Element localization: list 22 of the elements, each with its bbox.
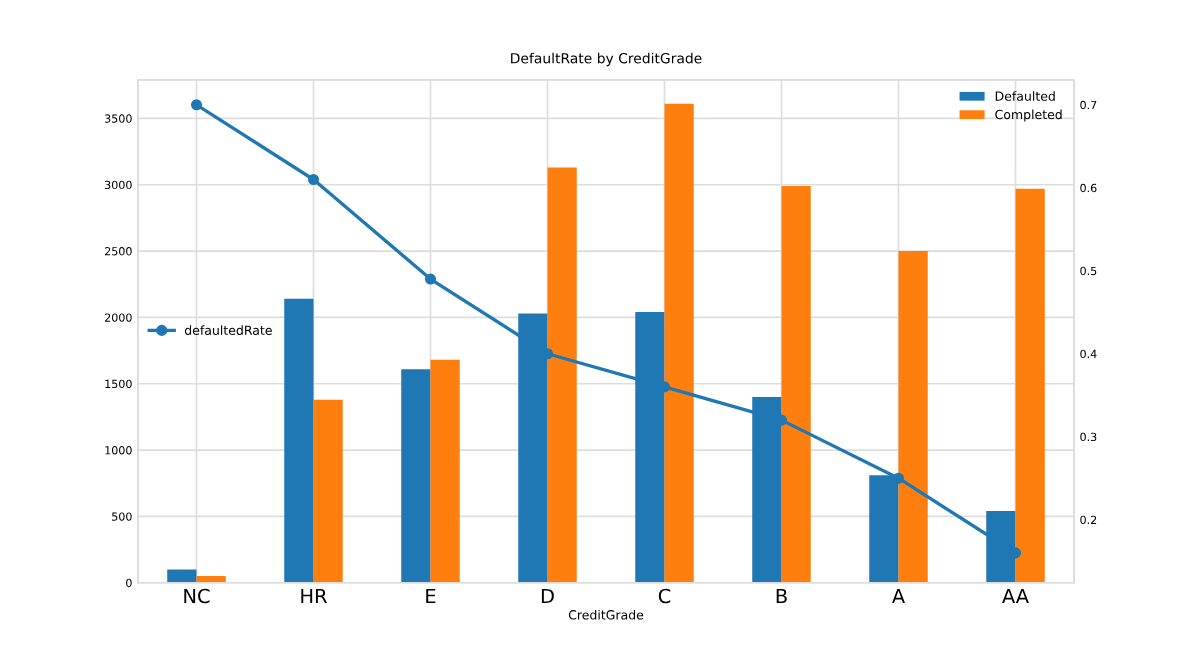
bar bbox=[196, 576, 226, 583]
point bbox=[190, 99, 203, 111]
x-tick-label: D bbox=[541, 588, 554, 604]
x-tick-label: E bbox=[426, 588, 436, 604]
x-tick-label: NC bbox=[184, 588, 210, 604]
bar bbox=[898, 251, 928, 583]
x-tick-label: C bbox=[658, 588, 671, 604]
point bbox=[424, 273, 437, 285]
bar bbox=[547, 167, 577, 583]
x-tick-label: A bbox=[892, 588, 905, 604]
x-tick-label: HR bbox=[301, 588, 328, 604]
bar bbox=[313, 399, 343, 583]
x-tick-label: AA bbox=[1002, 588, 1029, 604]
bar bbox=[284, 298, 314, 583]
point bbox=[307, 173, 320, 186]
bar bbox=[430, 359, 460, 583]
bar bbox=[664, 103, 694, 583]
bar bbox=[401, 369, 431, 583]
bar bbox=[167, 569, 197, 583]
bar bbox=[781, 186, 811, 583]
x-tick-label: B bbox=[776, 588, 787, 604]
bar bbox=[1015, 188, 1045, 583]
